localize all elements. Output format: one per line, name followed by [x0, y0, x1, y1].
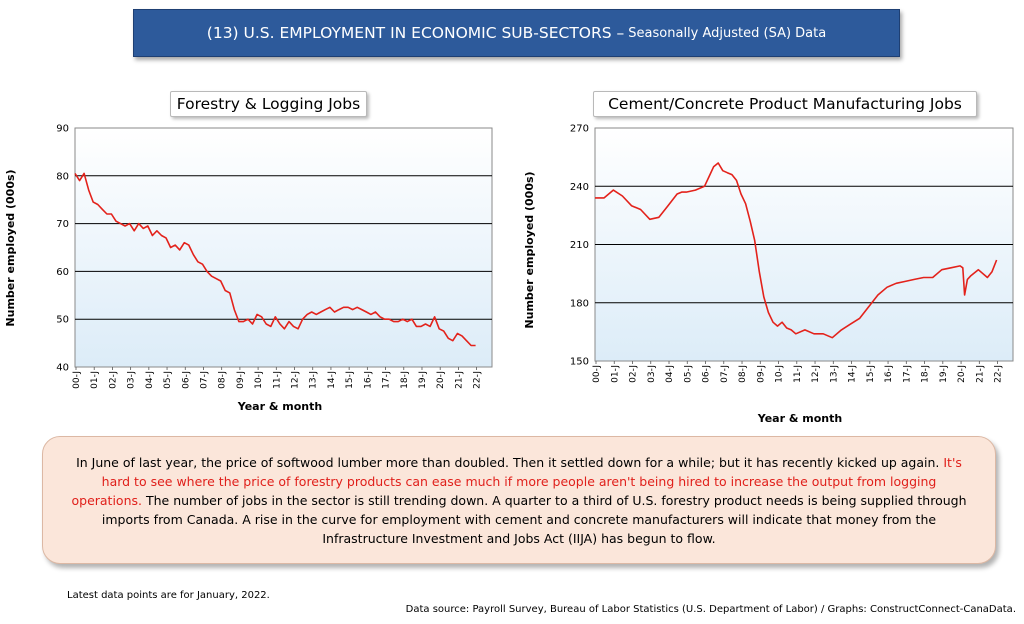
cement-x-tick-label: 10-J	[775, 365, 785, 383]
latest-data-note: Latest data points are for January, 2022…	[67, 590, 270, 601]
page-title: (13) U.S. EMPLOYMENT IN ECONOMIC SUB-SEC…	[206, 24, 625, 42]
data-source-note: Data source: Payroll Survey, Bureau of L…	[405, 604, 1016, 615]
cement-x-tick-label: 08-J	[738, 365, 748, 383]
forestry-y-tick-label: 90	[56, 124, 69, 135]
forestry-y-tick-label: 60	[56, 267, 69, 278]
cement-x-tick-label: 15-J	[866, 365, 876, 383]
forestry-x-tick-label: 16-J	[363, 371, 373, 389]
cement-x-tick-label: 14-J	[848, 365, 858, 383]
cement-chart: 150 180 210 240 270 00-J 01-J 02-J 03-J 04-J 05-J 0…	[523, 124, 1014, 425]
forestry-y-tick-label: 40	[56, 363, 69, 374]
forestry-x-tick-label: 21-J	[454, 371, 464, 389]
forestry-x-tick-label: 22-J	[473, 371, 483, 389]
cement-x-tick-label: 03-J	[647, 365, 657, 383]
cement-y-tick-label: 180	[570, 298, 589, 309]
page-title-banner: (13) U.S. EMPLOYMENT IN ECONOMIC SUB-SEC…	[133, 9, 900, 57]
forestry-x-tick-label: 19-J	[418, 371, 428, 389]
forestry-x-tick-label: 10-J	[254, 371, 264, 389]
forestry-y-tick-label: 70	[56, 219, 69, 230]
forestry-x-tick-label: 11-J	[272, 371, 282, 389]
cement-x-tick-label: 05-J	[683, 365, 693, 383]
cement-x-tick-label: 04-J	[665, 365, 675, 383]
forestry-x-tick-label: 13-J	[309, 371, 319, 389]
cement-x-tick-label: 00-J	[592, 365, 602, 383]
commentary-text-2: The number of jobs in the sector is stil…	[101, 493, 967, 546]
cement-x-tick-label: 21-J	[975, 365, 985, 383]
forestry-x-tick-label: 03-J	[127, 371, 137, 389]
cement-y-tick-label: 270	[570, 124, 589, 135]
cement-x-tick-label: 06-J	[702, 365, 712, 383]
forestry-x-tick-label: 00-J	[72, 371, 82, 389]
cement-x-tick-label: 01-J	[610, 365, 620, 383]
commentary-text-highlight: It's hard to see where the price of fore…	[71, 455, 962, 508]
cement-x-tick-label: 09-J	[756, 365, 766, 383]
cement-x-tick-label: 13-J	[829, 365, 839, 383]
cement-series-line	[595, 162, 998, 339]
forestry-x-tick-label: 01-J	[90, 371, 100, 389]
forestry-x-tick-label: 05-J	[163, 371, 173, 389]
forestry-x-tick-label: 14-J	[327, 371, 337, 389]
forestry-x-tick-label: 18-J	[400, 371, 410, 389]
cement-x-tick-label: 20-J	[957, 365, 967, 383]
forestry-x-tick-label: 08-J	[218, 371, 228, 389]
commentary-box: In June of last year, the price of softw…	[42, 436, 996, 564]
page-subtitle: Seasonally Adjusted (SA) Data	[628, 25, 827, 41]
cement-y-axis-label: Number employed (000s)	[523, 171, 536, 328]
forestry-x-axis-label: Year & month	[237, 400, 322, 413]
cement-x-tick-label: 22-J	[994, 365, 1004, 383]
forestry-chart: 40 50 60 70 80 90 00-J 01-J 02-J 03-J 04-J 05-J 06-J…	[4, 124, 493, 413]
forestry-y-tick-label: 50	[56, 315, 69, 326]
cement-y-tick-label: 150	[570, 357, 589, 368]
cement-x-tick-label: 19-J	[939, 365, 949, 383]
forestry-series-line	[74, 172, 476, 347]
forestry-plot-area	[74, 127, 493, 368]
cement-x-tick-label: 12-J	[811, 365, 821, 383]
cement-x-tick-label: 07-J	[720, 365, 730, 383]
forestry-x-tick-label: 09-J	[236, 371, 246, 389]
cement-x-tick-label: 02-J	[629, 365, 639, 383]
cement-y-tick-label: 210	[570, 240, 589, 251]
cement-x-tick-label: 11-J	[793, 365, 803, 383]
forestry-y-axis-label: Number employed (000s)	[4, 169, 17, 326]
cement-chart-title: Cement/Concrete Product Manufacturing Jo…	[593, 91, 977, 117]
forestry-x-tick-label: 15-J	[345, 371, 355, 389]
forestry-x-tick-label: 06-J	[181, 371, 191, 389]
forestry-y-tick-label: 80	[56, 171, 69, 182]
forestry-x-tick-label: 12-J	[291, 371, 301, 389]
forestry-chart-title: Forestry & Logging Jobs	[170, 91, 367, 117]
cement-y-tick-label: 240	[570, 182, 589, 193]
cement-x-axis-label: Year & month	[757, 412, 842, 425]
cement-x-tick-label: 16-J	[884, 365, 894, 383]
forestry-x-tick-label: 17-J	[382, 371, 392, 389]
forestry-x-tick-label: 02-J	[108, 371, 118, 389]
cement-x-tick-label: 18-J	[921, 365, 931, 383]
commentary-text-1: In June of last year, the price of softw…	[76, 455, 944, 470]
forestry-x-tick-label: 07-J	[199, 371, 209, 389]
cement-x-tick-label: 17-J	[902, 365, 912, 383]
forestry-x-tick-label: 04-J	[145, 371, 155, 389]
forestry-x-tick-label: 20-J	[436, 371, 446, 389]
